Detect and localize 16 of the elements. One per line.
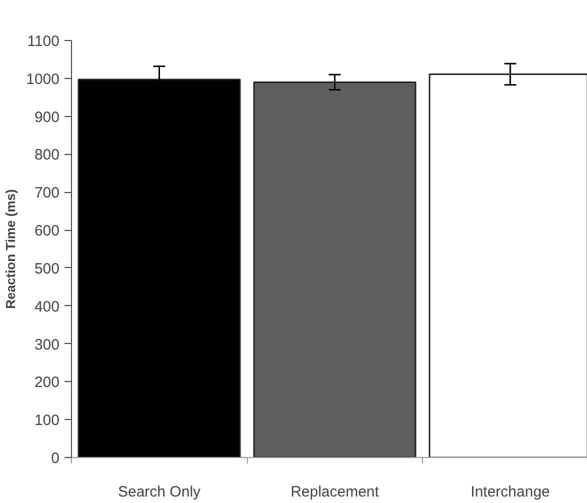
x-tick-label: Interchange: [470, 484, 550, 500]
y-axis-title: Reaction Time (ms): [3, 189, 18, 309]
y-tick-label: 400: [34, 298, 60, 316]
x-tick-label: Search Only: [118, 484, 202, 500]
y-tick-label: 0: [51, 450, 60, 467]
y-tick-label: 500: [34, 260, 60, 278]
y-tick-label: 600: [34, 222, 60, 240]
x-tick-label: Replacement: [290, 484, 380, 500]
y-tick-label: 100: [34, 412, 60, 430]
y-tick-label: 200: [34, 374, 60, 392]
y-tick-label: 300: [34, 336, 60, 354]
y-tick-label: 700: [34, 184, 60, 202]
y-tick-label: 1100: [27, 33, 60, 50]
y-tick-label: 800: [34, 146, 60, 164]
y-tick-label: 900: [34, 108, 60, 126]
y-tick-label: 1000: [26, 70, 60, 88]
